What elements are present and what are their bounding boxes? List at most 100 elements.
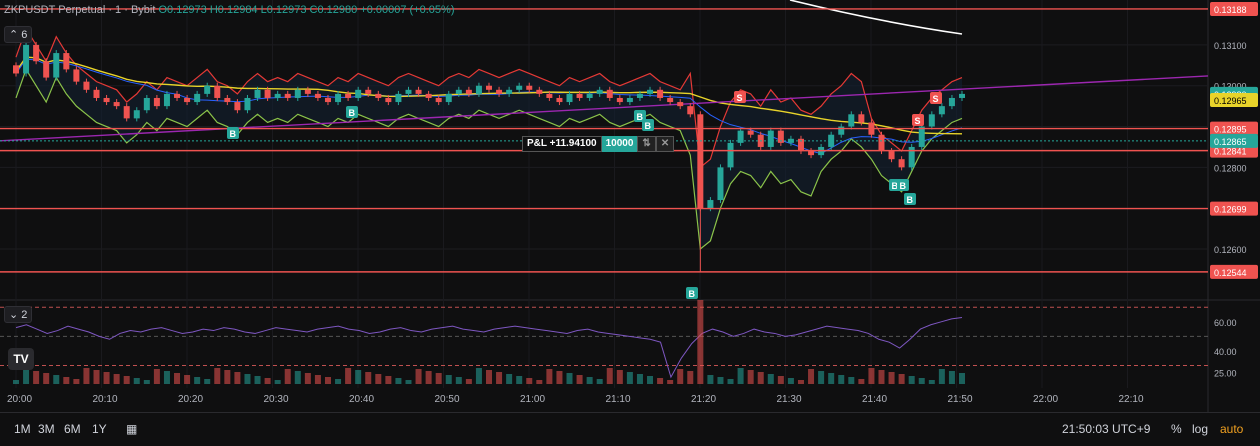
range-1m[interactable]: 1M (14, 422, 31, 436)
range-3m[interactable]: 3M (38, 422, 55, 436)
main-indicators-toggle[interactable]: ⌃ 6 (4, 26, 33, 43)
candle-body (415, 89, 422, 94)
chart-header: ZKPUSDT Perpetual · 1 · Bybit O0.12973 H… (4, 4, 455, 20)
volume-bar (143, 380, 150, 384)
candle-body (123, 106, 130, 119)
range-1y[interactable]: 1Y (92, 422, 107, 436)
candle-body (606, 89, 613, 98)
volume-bar (324, 377, 331, 384)
time-tick-label: 21:30 (777, 394, 802, 405)
bollinger-upper (15, 27, 963, 169)
trade-marker (912, 114, 924, 126)
candle-body (324, 97, 331, 103)
candle-body (174, 93, 181, 98)
trade-marker-label: B (349, 108, 356, 118)
time-tick-label: 20:40 (349, 394, 374, 405)
rsi-tick-label: 40.00 (1214, 347, 1237, 357)
candle-body (345, 93, 352, 98)
volume-bar (878, 370, 885, 384)
volume-bar (506, 374, 513, 384)
volume-bar (224, 370, 231, 384)
volume-bar (204, 379, 211, 384)
candle-body (214, 85, 221, 98)
trade-marker-label: S (737, 93, 743, 103)
candle-body (677, 102, 684, 107)
clock-time[interactable]: 21:50:03 UTC+9 (1062, 422, 1151, 436)
trade-marker (904, 193, 916, 205)
volume-bar (626, 372, 633, 384)
candle-body (314, 93, 321, 98)
candle-body (445, 93, 452, 103)
candle-body (93, 89, 100, 98)
volume-bar (938, 369, 945, 384)
candle-body (918, 126, 925, 147)
volume-bar (445, 375, 452, 384)
trend-line (0, 75, 1209, 142)
trade-marker (930, 92, 942, 104)
volume-bar (576, 375, 583, 384)
volume-bar (717, 377, 724, 384)
candle-body (828, 134, 835, 147)
volume-bar (697, 300, 704, 384)
percent-toggle[interactable]: % (1171, 422, 1182, 436)
position-pnl[interactable]: P&L +11.94100 10000 ⇅ ✕ (522, 136, 675, 152)
volume-bar (526, 378, 533, 384)
close-position-button[interactable]: ✕ (655, 136, 675, 152)
candle-body (153, 97, 160, 107)
candle-body (33, 44, 40, 62)
price-level-tag (1210, 121, 1258, 136)
candle-body (184, 97, 191, 103)
time-tick-label: 22:10 (1119, 394, 1144, 405)
candle-body (556, 97, 563, 103)
volume-bar (335, 379, 342, 384)
trade-marker-label: B (637, 112, 644, 122)
current-price-tag (1210, 93, 1258, 108)
candle-body (465, 89, 472, 94)
candle-body (133, 110, 140, 119)
candle-body (596, 89, 603, 94)
date-range-icon[interactable]: ▦ (126, 422, 138, 436)
candle-body (848, 114, 855, 127)
volume-bar (355, 370, 362, 384)
price-level-label: 0.13188 (1214, 5, 1247, 15)
time-tick-label: 21:20 (691, 394, 716, 405)
volume-bar (647, 376, 654, 384)
candle-body (747, 130, 754, 135)
candle-body (355, 89, 362, 98)
candle-body (616, 97, 623, 103)
range-6m[interactable]: 6M (64, 422, 81, 436)
auto-toggle[interactable]: auto (1220, 422, 1244, 436)
candle-body (858, 114, 865, 123)
candle-body (687, 106, 694, 115)
candle-body (727, 142, 734, 168)
price-tick-label: 0.12600 (1214, 245, 1247, 255)
trade-marker-label: B (900, 181, 907, 191)
volume-bar (818, 371, 825, 384)
sub-indicators-toggle[interactable]: ⌄ 2 (4, 306, 33, 323)
volume-bar (314, 375, 321, 384)
time-tick-label: 21:40 (862, 394, 887, 405)
volume-bar (808, 369, 815, 384)
volume-bar (546, 369, 553, 384)
volume-bar (747, 370, 754, 384)
price-level-label: 0.12841 (1214, 147, 1247, 157)
candle-body (435, 97, 442, 103)
reverse-position-button[interactable]: ⇅ (637, 136, 656, 152)
candle-body (707, 200, 714, 209)
candle-body (717, 167, 724, 201)
rsi-tick-label: 60.00 (1214, 318, 1237, 328)
log-toggle[interactable]: log (1192, 422, 1209, 436)
candle-body (23, 44, 30, 74)
current-price-tag (1210, 133, 1258, 148)
candle-body (797, 138, 804, 152)
volume-bar (194, 377, 201, 384)
candle-body (878, 134, 885, 152)
volume-bar (43, 373, 50, 384)
volume-bar (596, 379, 603, 384)
volume-bar (667, 380, 674, 384)
price-level-label: 0.12699 (1214, 205, 1247, 215)
volume-bar (868, 368, 875, 384)
candle-body (808, 151, 815, 156)
volume-bar (898, 374, 905, 384)
